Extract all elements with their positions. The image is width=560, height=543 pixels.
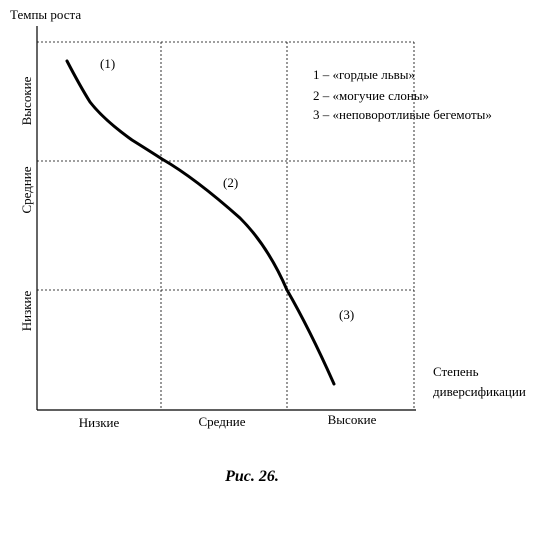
segment-marker-2: (2)	[223, 175, 238, 190]
legend-item: 1 – «гордые львы»	[313, 67, 415, 82]
x-axis-title-line1: Степень	[433, 364, 479, 379]
y-level-high: Высокие	[19, 76, 34, 125]
y-level-medium: Средние	[19, 166, 34, 213]
grid-lines	[37, 41, 415, 410]
x-level-medium: Средние	[198, 414, 245, 429]
figure-caption: Рис. 26.	[224, 468, 279, 485]
segment-marker-1: (1)	[100, 56, 115, 71]
legend-item: 2 – «могучие слоны»	[313, 88, 429, 103]
y-level-low: Низкие	[19, 291, 34, 332]
legend-item: 3 – «неповоротливые бегемоты»	[313, 107, 492, 122]
y-axis-title: Темпы роста	[10, 7, 81, 22]
x-axis-title-line2: диверсификации	[433, 384, 526, 399]
x-level-low: Низкие	[79, 415, 120, 430]
legend: 1 – «гордые львы» 2 – «могучие слоны» 3 …	[313, 67, 492, 122]
segment-marker-3: (3)	[339, 307, 354, 322]
curve-line	[65, 59, 336, 386]
x-level-high: Высокие	[328, 412, 377, 427]
